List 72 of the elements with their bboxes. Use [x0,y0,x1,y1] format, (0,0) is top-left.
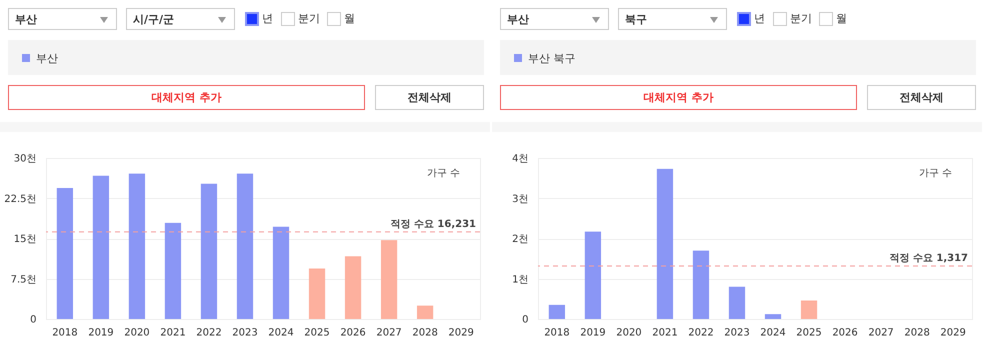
bar [56,188,74,319]
bar [92,176,110,319]
bar [236,174,254,319]
bar [416,306,434,319]
bar [344,256,362,319]
bar [128,174,146,319]
bar [164,222,182,319]
x-tick-label: 2018 [544,328,570,338]
y-tick-label: 3천 [512,194,528,205]
bar [764,314,782,319]
dropdown-field: 부산 [500,8,609,30]
x-tick-label: 2019 [88,328,114,338]
bar [728,286,746,319]
text: 월 [836,11,847,26]
legend-label: 부산 북구 [527,51,576,66]
text: 월 [344,11,355,26]
y-tick-label: 1천 [512,274,528,286]
y-axis-title: 가구 수 [918,168,952,179]
text: 전체삭제 [375,85,484,110]
x-tick-label: 2028 [904,328,930,338]
bar [656,168,674,319]
y-axis-title: 가구 수 [426,168,460,179]
y-tick-label: 7.5천 [10,274,36,286]
x-tick-label: 2029 [940,328,966,338]
x-tick-label: 2024 [268,328,294,338]
x-tick-label: 2027 [868,328,894,338]
bar [584,232,602,319]
y-tick-label: 4천 [512,154,528,164]
ref-line-label: 적정 수요 1,317 [889,252,968,264]
ref-line-label: 적정 수요 16,231 [390,218,476,230]
x-tick-label: 2021 [652,328,678,338]
dropdown-field: 북구 [618,8,727,30]
bar [308,268,326,319]
x-tick-label: 2028 [412,328,438,338]
x-tick-label: 2024 [760,328,786,338]
x-tick-label: 2023 [724,328,750,338]
x-tick-label: 2025 [796,328,822,338]
text: 대체지역 추가 [8,85,365,110]
x-tick-label: 2021 [160,328,186,338]
x-tick-label: 2022 [196,328,222,338]
bar [272,226,290,319]
y-tick-label: 0 [522,314,528,326]
y-tick-label: 2천 [512,234,528,245]
bar [548,304,566,319]
legend-label: 부산 [35,51,58,66]
x-tick-label: 2027 [376,328,402,338]
x-tick-label: 2020 [616,328,642,338]
x-tick-label: 2025 [304,328,330,338]
y-tick-label: 30천 [14,154,36,164]
x-tick-label: 2029 [448,328,474,338]
dropdown-field: 시/구/군 [126,8,235,30]
x-tick-label: 2022 [688,328,714,338]
y-tick-label: 22.5천 [4,194,36,205]
x-tick-label: 2026 [832,328,858,338]
text: 전체삭제 [867,85,976,110]
x-tick-label: 2019 [580,328,606,338]
bar [200,184,218,319]
bar [692,250,710,319]
x-tick-label: 2018 [52,328,78,338]
text: 년 [754,11,765,26]
dropdown-field: 부산 [8,8,117,30]
text: 분기 [790,11,812,26]
x-tick-label: 2026 [340,328,366,338]
text: 년 [262,11,273,26]
text: 분기 [298,11,320,26]
y-tick-label: 15천 [14,234,36,245]
bar [380,240,398,319]
x-tick-label: 2020 [124,328,150,338]
x-tick-label: 2023 [232,328,258,338]
text: 대체지역 추가 [500,85,857,110]
y-tick-label: 0 [30,314,36,326]
bar [800,300,818,319]
